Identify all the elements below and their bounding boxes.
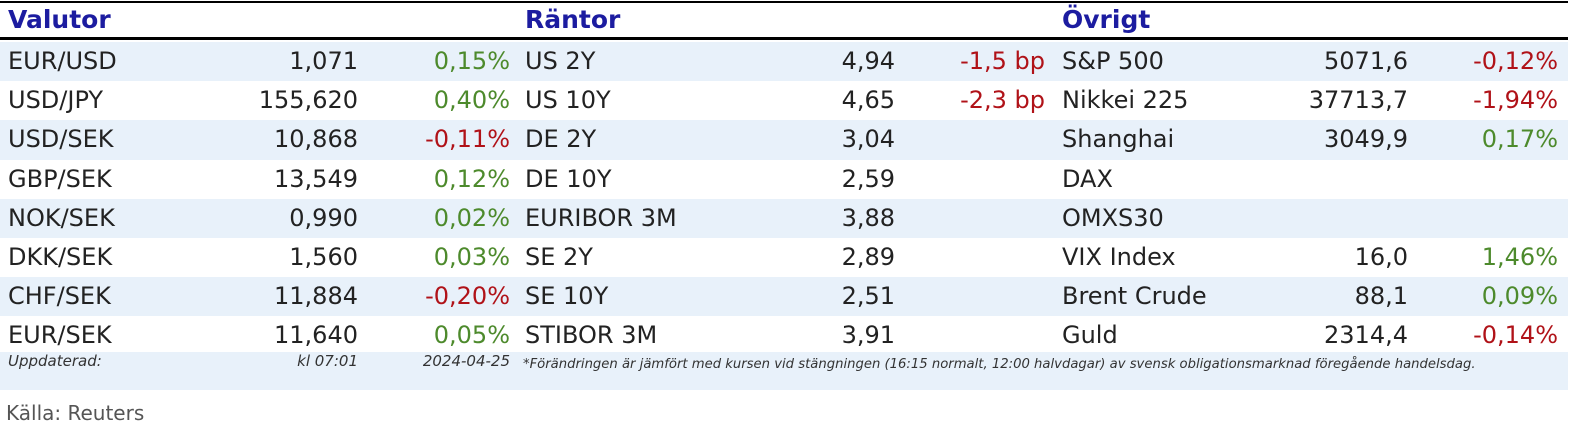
row-value: 16,0 xyxy=(1354,243,1408,271)
row-name: SE 2Y xyxy=(525,243,593,271)
row-name: EUR/SEK xyxy=(8,321,112,350)
row-value: 3,88 xyxy=(841,203,895,232)
row-change: 0,12% xyxy=(433,164,510,193)
row-value: 88,1 xyxy=(1354,282,1408,311)
row-band xyxy=(0,42,1568,82)
footer-band xyxy=(0,352,1568,390)
row-name: Nikkei 225 xyxy=(1062,86,1189,115)
row-change: -1,94% xyxy=(1473,86,1558,115)
row-value: 10,868 xyxy=(274,125,358,154)
row-value: 3049,9 xyxy=(1324,125,1408,154)
updated-time: kl 07:01 xyxy=(297,352,358,370)
header-rule xyxy=(0,37,1568,40)
section-title: Valutor xyxy=(8,5,111,34)
section-title: Räntor xyxy=(525,5,621,34)
row-value: 4,94 xyxy=(841,47,895,75)
row-change: 0,17% xyxy=(1481,125,1558,154)
row-change: 1,46% xyxy=(1481,243,1558,271)
row-name: CHF/SEK xyxy=(8,282,111,311)
row-value: 3,91 xyxy=(841,321,895,350)
row-value: 2314,4 xyxy=(1324,321,1408,350)
row-value: 2,89 xyxy=(841,243,895,271)
row-name: NOK/SEK xyxy=(8,203,115,232)
row-name: DE 10Y xyxy=(525,164,612,193)
row-name: GBP/SEK xyxy=(8,164,112,193)
row-value: 2,59 xyxy=(841,164,895,193)
row-value: 2,51 xyxy=(841,282,895,311)
row-value: 11,884 xyxy=(274,282,358,311)
row-name: USD/SEK xyxy=(8,125,114,154)
row-name: EURIBOR 3M xyxy=(525,203,677,232)
row-value: 11,640 xyxy=(274,321,358,350)
top-rule xyxy=(0,1,1568,3)
row-value: 1,071 xyxy=(289,47,358,75)
row-change: 0,02% xyxy=(433,203,510,232)
row-value: 0,990 xyxy=(289,203,358,232)
row-name: S&P 500 xyxy=(1062,47,1164,75)
row-band xyxy=(0,120,1568,160)
updated-date: 2024-04-25 xyxy=(422,352,510,370)
row-name: VIX Index xyxy=(1062,243,1176,271)
row-value: 5071,6 xyxy=(1324,47,1408,75)
row-change: 0,15% xyxy=(433,47,510,75)
row-change: 0,05% xyxy=(433,321,510,350)
row-name: USD/JPY xyxy=(8,86,104,115)
source: Källa: Reuters xyxy=(6,401,145,425)
row-value: 1,560 xyxy=(289,243,358,271)
row-value: 4,65 xyxy=(841,86,895,115)
row-name: STIBOR 3M xyxy=(525,321,658,350)
row-change: -0,20% xyxy=(425,282,510,311)
row-name: US 2Y xyxy=(525,47,596,75)
row-change: 0,40% xyxy=(433,86,510,115)
row-name: OMXS30 xyxy=(1062,203,1164,232)
row-value: 13,549 xyxy=(274,164,358,193)
row-name: US 10Y xyxy=(525,86,611,115)
updated-label: Uppdaterad: xyxy=(8,352,102,370)
row-change: 0,03% xyxy=(433,243,510,271)
row-name: Shanghai xyxy=(1062,125,1175,154)
row-name: EUR/USD xyxy=(8,47,117,75)
section-title: Övrigt xyxy=(1062,5,1151,34)
row-change: -1,5 bp xyxy=(960,47,1045,75)
row-name: DKK/SEK xyxy=(8,243,113,271)
row-name: Guld xyxy=(1062,321,1118,350)
footnote: *Förändringen är jämfört med kursen vid … xyxy=(523,357,1476,372)
row-change: 0,09% xyxy=(1481,282,1558,311)
row-change: -0,12% xyxy=(1473,47,1558,75)
row-name: DAX xyxy=(1062,164,1113,193)
row-name: DE 2Y xyxy=(525,125,597,154)
row-change: -2,3 bp xyxy=(960,86,1045,115)
row-change: -0,14% xyxy=(1473,321,1558,350)
row-band xyxy=(0,277,1568,317)
row-name: Brent Crude xyxy=(1062,282,1207,311)
row-name: SE 10Y xyxy=(525,282,609,311)
row-change: -0,11% xyxy=(425,125,510,154)
row-value: 3,04 xyxy=(841,125,895,154)
row-value: 37713,7 xyxy=(1308,86,1408,115)
row-value: 155,620 xyxy=(258,86,358,115)
row-band xyxy=(0,198,1568,238)
